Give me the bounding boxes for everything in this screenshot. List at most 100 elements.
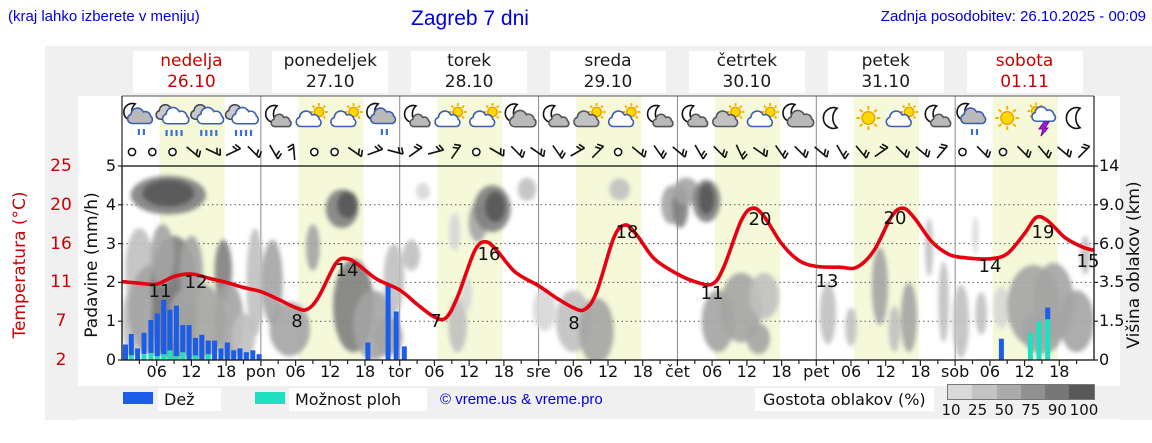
wind-barb-icon (874, 143, 889, 158)
precip-tick: 3 (105, 233, 116, 253)
density-step (1045, 385, 1070, 399)
wind-barb-icon (752, 146, 769, 158)
wind-barb-icon (247, 145, 263, 159)
weather-icon-sun-cloud (746, 103, 780, 128)
left-axis-band (45, 46, 78, 420)
weather-icon-sun-cloud (295, 103, 328, 128)
weather-icon-moon-cloud (646, 104, 674, 128)
temp-tick: 11 (50, 272, 72, 293)
hour-tick: 12 (736, 362, 758, 381)
cloud-density-scale (947, 384, 1095, 400)
svg-text:14: 14 (336, 260, 359, 281)
hour-tick: 12 (875, 362, 896, 381)
weather-icon-moon-cloud (924, 104, 952, 128)
hour-tick: 18 (493, 362, 515, 381)
wind-barb-icon (1057, 146, 1073, 158)
wind-barb-icon (1077, 143, 1091, 159)
page-title: Zagreb 7 dni (411, 7, 529, 30)
precip-tick: 0 (105, 350, 116, 369)
wind-barb-icon (713, 145, 728, 159)
wind-barb-icon (895, 145, 911, 159)
day-label: sreda 29.10 (550, 51, 666, 93)
weather-icon-sun-cloud (330, 103, 363, 128)
day-date: 30.10 (722, 72, 772, 92)
last-update-label: Zadnja posodobitev: 26.10.2025 - 00:09 (880, 8, 1146, 25)
hour-tick: 12 (1014, 362, 1035, 381)
wind-barb-icon (855, 145, 870, 159)
svg-text:7: 7 (430, 311, 441, 332)
hour-tick: 12 (458, 362, 480, 381)
svg-text:11: 11 (149, 281, 172, 302)
day-date: 01.11 (1000, 72, 1049, 92)
wind-barb-icon (936, 143, 948, 159)
day-name: petek (861, 51, 910, 71)
wind-barb-icon (672, 146, 688, 158)
weather-icon-clouds-rain (155, 103, 190, 136)
wind-barb-icon (225, 143, 242, 157)
hour-tick: 12 (597, 362, 619, 381)
day-date: 29.10 (583, 72, 633, 92)
wind-barb-icon (836, 144, 850, 160)
weather-icon-sun-cloud-gray (573, 103, 606, 128)
weather-icon-moon (822, 106, 839, 130)
precip-tick: 4 (105, 194, 116, 214)
day-name: sreda (584, 51, 632, 71)
day-abbr-tick: pon (245, 362, 276, 381)
hour-tick: 06 (701, 362, 723, 381)
weather-icon-moon-cloud (264, 104, 292, 128)
day-name: ponedeljek (283, 51, 377, 71)
wind-barb-icon (591, 143, 605, 159)
temp-tick: 25 (50, 156, 72, 176)
svg-text:20: 20 (884, 208, 907, 229)
day-label: četrtek 30.10 (688, 51, 805, 93)
weather-icon-moon-cloud (681, 104, 709, 128)
density-step (972, 385, 997, 399)
density-step (996, 385, 1021, 399)
wind-barb-icon (552, 144, 566, 160)
menu-note: (kraj lahko izberete v meniju) (8, 8, 200, 25)
hour-tick: 06 (424, 362, 445, 381)
temp-axis-title: Temperatura (°C) (10, 191, 30, 339)
copyright-link[interactable]: © vreme.us & vreme.pro (440, 391, 603, 408)
wind-barb-icon (186, 146, 202, 158)
day-abbr-tick: čet (664, 362, 690, 381)
svg-text:8: 8 (568, 313, 579, 334)
day-label: sobota 01.11 (966, 51, 1083, 93)
day-name: nedelja (160, 51, 223, 71)
cloud-axis-title: Višina oblakov (km) (1124, 181, 1144, 349)
hour-tick: 06 (285, 362, 306, 381)
wind-barb-icon (530, 146, 546, 158)
weather-icon-sun (995, 105, 1020, 131)
weather-icon-sun-cloud (434, 103, 467, 128)
wind-barb-icon (1016, 145, 1032, 159)
wind-barb-icon (205, 147, 222, 157)
hour-tick: 18 (215, 362, 237, 381)
wind-calm-icon (998, 147, 1008, 157)
svg-text:20: 20 (749, 209, 772, 230)
wind-barb-icon (489, 147, 505, 157)
svg-text:15: 15 (1077, 251, 1100, 272)
wind-calm-icon (471, 147, 481, 157)
weather-icon-clouds-rain (190, 103, 225, 136)
weather-icon-clouds-rain (224, 103, 259, 136)
day-abbr-tick: pet (803, 362, 830, 381)
cloud-height-tick: 9.0 (1099, 194, 1125, 214)
density-step (1020, 385, 1046, 399)
weather-icon-sun-cloud (607, 103, 641, 128)
wind-barb-icon (367, 144, 384, 156)
hour-tick: 06 (840, 362, 862, 381)
hour-tick: 18 (1049, 362, 1070, 381)
hour-tick: 06 (563, 362, 584, 381)
weather-icon-moon (1065, 106, 1082, 130)
rain-legend-swatch (123, 392, 153, 404)
density-value: 50 (994, 401, 1014, 419)
wind-barb-icon (694, 144, 708, 160)
weather-icon-moon-clouds (782, 103, 815, 128)
hour-tick: 18 (910, 362, 931, 381)
svg-text:13: 13 (816, 271, 839, 292)
wind-barb-icon (387, 146, 404, 155)
svg-text:16: 16 (478, 244, 501, 265)
temp-tick: 7 (55, 311, 67, 332)
day-abbr-tick: sob (941, 362, 970, 381)
